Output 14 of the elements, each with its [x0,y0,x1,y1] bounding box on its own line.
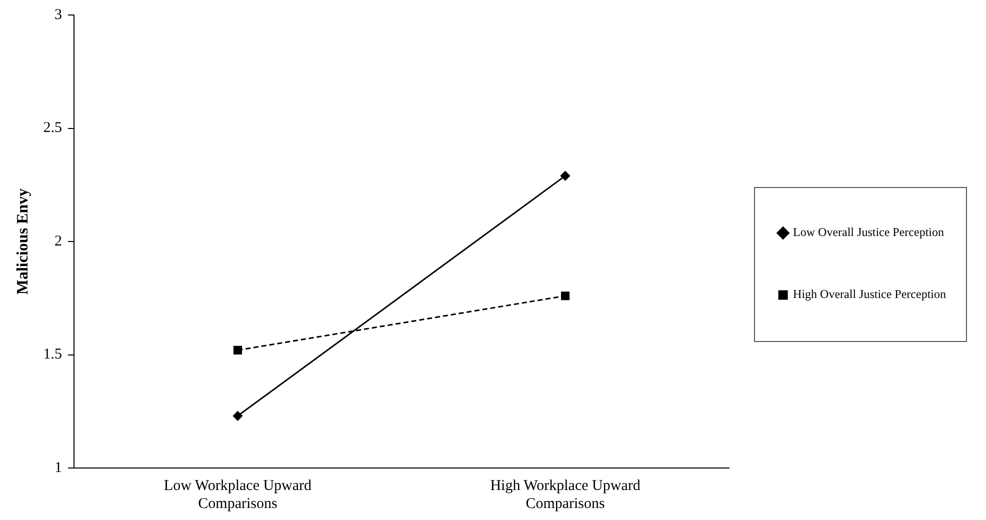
x-tick-label: High Workplace Upward Comparisons [490,478,641,512]
legend-label: Low Overall Justice Perception [793,225,944,240]
y-tick-label: 1.5 [43,346,62,363]
x-tick-label: Low Workplace Upward Comparisons [164,478,312,512]
point [232,411,242,421]
y-tick-label: 2.5 [43,120,62,136]
y-axis-title: Malicious Envy [14,188,32,295]
point [560,171,570,181]
y-tick-label: 3 [54,6,62,23]
point [560,292,570,300]
point [233,346,242,355]
y-tick-label: 1 [54,460,62,476]
y-tick-label: 2 [54,233,62,250]
legend-label: High Overall Justice Perception [793,287,946,302]
